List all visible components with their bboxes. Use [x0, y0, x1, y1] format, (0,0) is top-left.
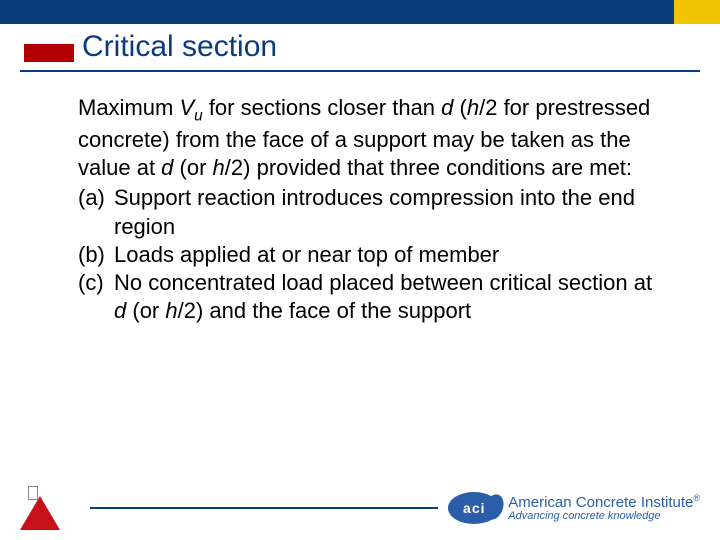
- var-h: h: [213, 155, 225, 180]
- aci-abbr: aci: [463, 500, 485, 516]
- aci-name: American Concrete Institute®: [508, 494, 700, 511]
- condition-label: (a): [78, 184, 114, 240]
- conditions-list: (a) Support reaction introduces compress…: [78, 184, 660, 325]
- cond-c-pre: No concentrated load placed between crit…: [114, 270, 652, 295]
- var-h: h: [165, 298, 177, 323]
- title-row: Critical section: [0, 24, 720, 68]
- aci-oval-icon: aci: [448, 492, 500, 524]
- intro-text: Maximum: [78, 95, 179, 120]
- cond-c-mid: (or: [126, 298, 165, 323]
- registered-mark: ®: [693, 493, 700, 503]
- condition-b: (b) Loads applied at or near top of memb…: [78, 241, 660, 269]
- header-accent: [674, 0, 720, 24]
- var-d: d: [161, 155, 173, 180]
- aci-tagline: Advancing concrete knowledge: [508, 511, 700, 523]
- condition-c: (c) No concentrated load placed between …: [78, 269, 660, 325]
- intro-paragraph: Maximum Vu for sections closer than d (h…: [78, 94, 660, 182]
- condition-label: (b): [78, 241, 114, 269]
- footer: aci American Concrete Institute® Advanci…: [0, 482, 720, 534]
- var-V: V: [179, 95, 194, 120]
- intro-text: (or: [173, 155, 212, 180]
- cond-c-post: /2) and the face of the support: [178, 298, 472, 323]
- condition-a: (a) Support reaction introduces compress…: [78, 184, 660, 240]
- intro-text: (: [453, 95, 466, 120]
- slide-title: Critical section: [82, 30, 277, 64]
- condition-label: (c): [78, 269, 114, 325]
- intro-text: for sections closer than: [203, 95, 441, 120]
- aci-logo: aci American Concrete Institute® Advanci…: [448, 492, 700, 524]
- condition-text: No concentrated load placed between crit…: [114, 269, 660, 325]
- var-d: d: [441, 95, 453, 120]
- var-d: d: [114, 298, 126, 323]
- body-content: Maximum Vu for sections closer than d (h…: [0, 72, 720, 325]
- condition-text: Loads applied at or near top of member: [114, 241, 660, 269]
- ibst-logo-icon: [20, 486, 64, 530]
- intro-text: /2) provided that three conditions are m…: [225, 155, 632, 180]
- footer-divider: [90, 507, 438, 509]
- aci-text: American Concrete Institute® Advancing c…: [508, 494, 700, 522]
- var-h: h: [467, 95, 479, 120]
- header-bar: [0, 0, 720, 24]
- sub-u: u: [194, 107, 203, 124]
- title-red-block: [24, 44, 74, 62]
- condition-text: Support reaction introduces compression …: [114, 184, 660, 240]
